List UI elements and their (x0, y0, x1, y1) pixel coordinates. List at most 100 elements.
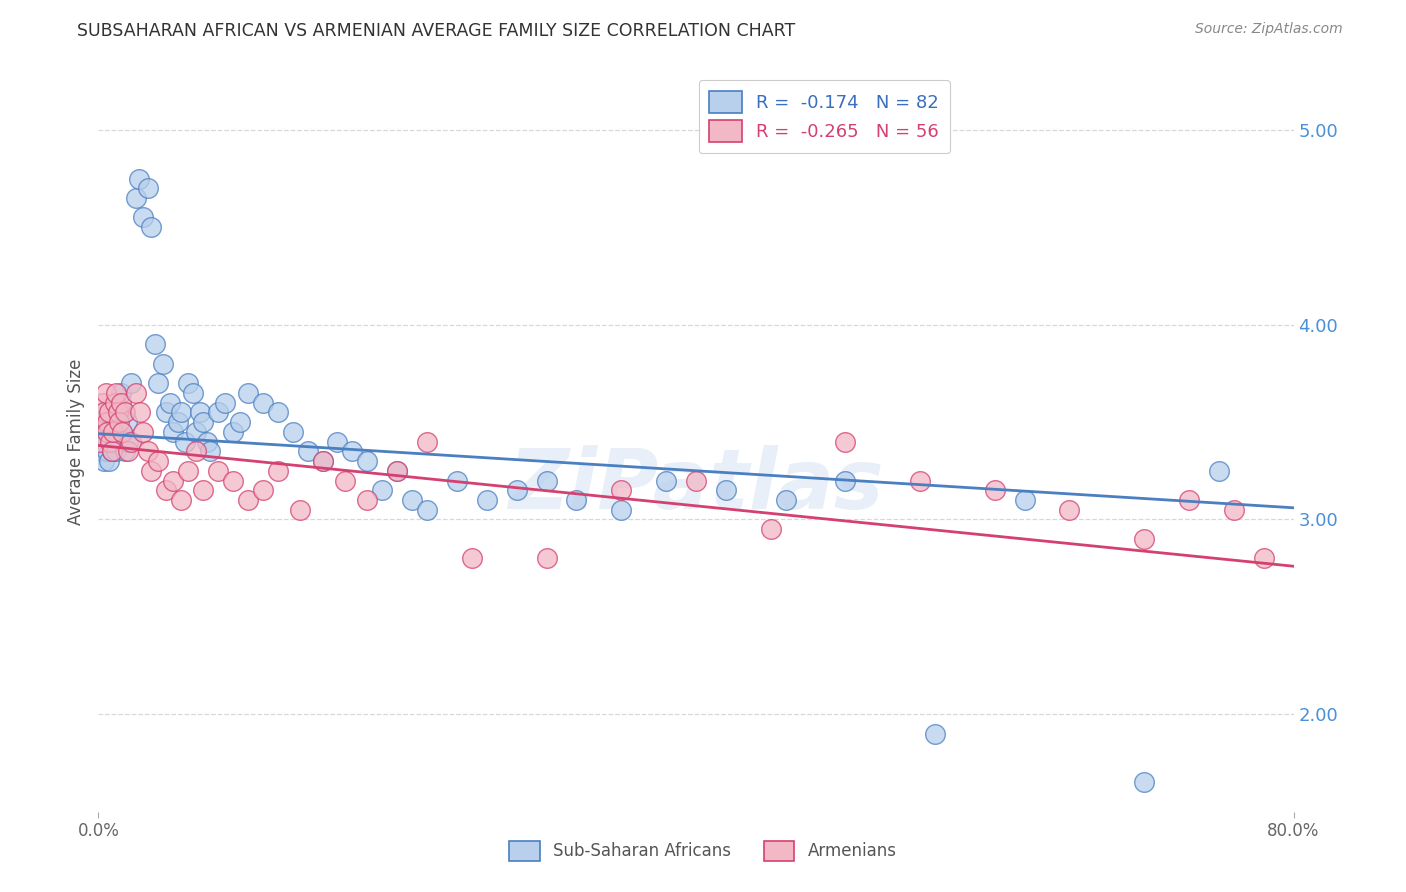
Point (110, 395, 132, 409)
Point (461, 551, 484, 566)
Point (148, 376, 170, 390)
Point (162, 474, 184, 488)
Point (401, 493, 423, 508)
Y-axis label: Average Family Size: Average Family Size (66, 359, 84, 524)
Point (111, 425, 134, 439)
Point (200, 444, 222, 458)
Point (685, 474, 707, 488)
Point (191, 415, 214, 429)
Point (104, 395, 127, 409)
Point (101, 444, 124, 458)
Point (207, 405, 229, 419)
Point (252, 395, 274, 409)
Point (446, 474, 468, 488)
Point (506, 483, 529, 498)
Point (155, 405, 177, 419)
Point (326, 434, 349, 449)
Point (90, 415, 112, 429)
Point (356, 493, 378, 508)
Text: ZiPatlas: ZiPatlas (508, 445, 884, 526)
Point (136, 181, 159, 195)
Point (1133, 532, 1156, 546)
Point (107, 415, 129, 429)
Point (115, 415, 138, 429)
Point (236, 493, 259, 508)
Point (281, 425, 304, 439)
Point (148, 454, 170, 468)
Point (105, 444, 128, 458)
Point (834, 434, 856, 449)
Point (132, 425, 155, 439)
Point (139, 464, 162, 478)
Point (252, 483, 274, 498)
Point (93, 454, 115, 468)
Point (98, 415, 122, 429)
Point (655, 474, 678, 488)
Point (162, 425, 184, 439)
Point (97, 405, 120, 419)
Point (342, 444, 364, 458)
Point (139, 220, 162, 235)
Point (108, 415, 131, 429)
Point (565, 493, 588, 508)
Point (207, 464, 229, 478)
Point (475, 493, 498, 508)
Point (114, 444, 136, 458)
Point (117, 434, 139, 449)
Point (236, 385, 259, 400)
Point (152, 357, 174, 371)
Point (94, 405, 117, 419)
Point (536, 551, 558, 566)
Point (371, 483, 394, 498)
Point (155, 483, 177, 498)
Point (214, 395, 236, 409)
Point (184, 444, 207, 458)
Point (90, 444, 112, 458)
Point (136, 444, 159, 458)
Point (416, 434, 439, 449)
Point (1133, 775, 1156, 789)
Point (91, 434, 114, 449)
Point (356, 454, 378, 468)
Point (98, 434, 122, 449)
Legend: R =  -0.174   N = 82, R =  -0.265   N = 56: R = -0.174 N = 82, R = -0.265 N = 56 (699, 80, 950, 153)
Point (1253, 551, 1275, 566)
Point (908, 474, 931, 488)
Point (110, 385, 132, 400)
Point (184, 425, 207, 439)
Point (834, 474, 856, 488)
Point (103, 405, 125, 419)
Point (94, 425, 117, 439)
Point (98, 434, 122, 449)
Point (105, 385, 128, 400)
Point (125, 191, 148, 205)
Point (197, 434, 219, 449)
Point (311, 454, 333, 468)
Point (177, 376, 200, 390)
Point (222, 425, 245, 439)
Point (90, 415, 112, 429)
Point (610, 502, 633, 516)
Text: SUBSAHARAN AFRICAN VS ARMENIAN AVERAGE FAMILY SIZE CORRELATION CHART: SUBSAHARAN AFRICAN VS ARMENIAN AVERAGE F… (77, 22, 796, 40)
Legend: Sub-Saharan Africans, Armenians: Sub-Saharan Africans, Armenians (503, 834, 903, 868)
Text: Source: ZipAtlas.com: Source: ZipAtlas.com (1195, 22, 1343, 37)
Point (222, 474, 245, 488)
Point (91, 395, 114, 409)
Point (111, 425, 134, 439)
Point (104, 434, 127, 449)
Point (1014, 493, 1036, 508)
Point (143, 337, 166, 351)
Point (166, 415, 188, 429)
Point (297, 444, 319, 458)
Point (91, 444, 114, 458)
Point (924, 727, 946, 741)
Point (96, 444, 118, 458)
Point (97, 425, 120, 439)
Point (132, 211, 155, 225)
Point (105, 395, 128, 409)
Point (229, 415, 252, 429)
Point (114, 405, 136, 419)
Point (311, 454, 333, 468)
Point (1059, 502, 1081, 516)
Point (169, 405, 191, 419)
